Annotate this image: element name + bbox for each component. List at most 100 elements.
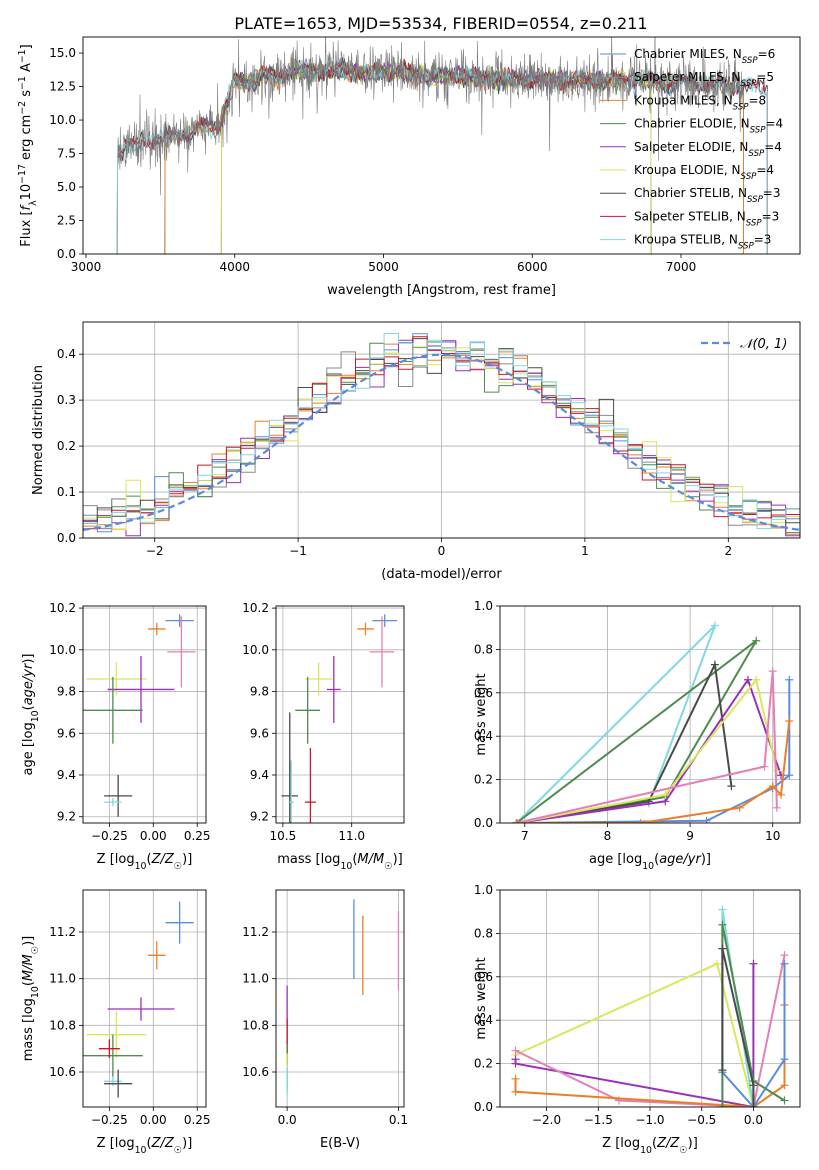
legend-entry: Kroupa MILES, NSSP=8 xyxy=(634,93,766,112)
x-tick-label: 10.5 xyxy=(270,829,297,843)
x-tick-label: 9 xyxy=(686,829,694,843)
legend-entry: Salpeter STELIB, NSSP=3 xyxy=(634,209,779,228)
weight-marker xyxy=(780,1096,789,1105)
weight-marker xyxy=(749,1103,758,1107)
panel-z-age: −0.25 0.00 0.25 9.2 9.4 9.6 9.8 10.0 10.2 Z [log1… xyxy=(21,601,211,871)
legend-entry: Kroupa STELIB, NSSP=3 xyxy=(634,233,771,252)
weight-marker xyxy=(752,675,761,684)
weight-marker xyxy=(780,959,789,968)
x-tick-label: 0.0 xyxy=(278,1113,297,1127)
y-tick-label: 0.6 xyxy=(474,970,493,984)
legend-entry: Kroupa ELODIE, NSSP=4 xyxy=(634,163,774,182)
plot-area xyxy=(500,890,800,1107)
plot-area xyxy=(83,322,800,538)
x-tick-label: 0 xyxy=(438,544,446,558)
x-tick-label: 7000 xyxy=(666,260,697,274)
y-tick-label: 10.0 xyxy=(242,643,269,657)
x-tick-label: 0.00 xyxy=(140,829,167,843)
x-tick-label: 7 xyxy=(521,829,529,843)
weight-marker xyxy=(702,816,711,823)
legend-entry: Salpeter ELODIE, NSSP=4 xyxy=(634,140,782,159)
weight-marker xyxy=(727,782,736,791)
y-tick-label: 10.0 xyxy=(49,643,76,657)
y-tick-label: 0.2 xyxy=(474,773,493,787)
axes-frame xyxy=(499,889,801,1108)
weight-marker xyxy=(743,675,752,684)
weight-marker xyxy=(511,1087,520,1096)
x-tick-label: 5000 xyxy=(368,260,399,274)
weight-line xyxy=(516,671,778,823)
weight-line xyxy=(514,963,755,1107)
y-axis-label: mass [log10(M/M☉)] xyxy=(21,936,41,1062)
y-tick-label: 0.3 xyxy=(57,393,76,407)
weight-marker xyxy=(760,762,769,771)
weight-line xyxy=(516,661,733,823)
y-tick-label: 7.5 xyxy=(57,147,76,161)
plot-area xyxy=(116,37,768,254)
weight-line xyxy=(721,948,755,1107)
x-axis-label: E(B-V) xyxy=(320,1136,360,1151)
x-tick-label: −2 xyxy=(146,544,164,558)
y-tick-label: 0.6 xyxy=(474,686,493,700)
plot-area xyxy=(500,606,800,823)
x-axis-label: Z [log10(Z/Z☉)] xyxy=(602,1136,698,1156)
legend-entry: Salpeter MILES, NSSP=5 xyxy=(634,70,774,89)
x-axis-label: (data-model)/error xyxy=(381,567,502,582)
legend-entry: Chabrier ELODIE, NSSP=4 xyxy=(634,117,783,136)
figure-title: PLATE=1653, MJD=53534, FIBERID=0554, z=0… xyxy=(234,14,647,33)
weight-marker xyxy=(780,951,789,960)
x-tick-label: 10 xyxy=(765,829,780,843)
axes-frame xyxy=(499,605,801,824)
weight-line xyxy=(516,677,782,823)
y-tick-label: 9.6 xyxy=(57,726,76,740)
weight-marker xyxy=(710,621,719,630)
plot-area xyxy=(83,890,206,1107)
x-tick-label: 0.1 xyxy=(389,1113,408,1127)
legend-entry: 𝒩(0, 1) xyxy=(740,337,787,352)
weight-marker xyxy=(718,944,727,953)
legend-entry: Chabrier STELIB, NSSP=3 xyxy=(634,186,781,205)
normal-curve xyxy=(83,353,800,531)
weight-marker xyxy=(636,819,645,823)
weight-marker xyxy=(785,675,794,684)
x-tick-label: 0.25 xyxy=(184,829,211,843)
y-tick-label: 1.0 xyxy=(474,599,493,613)
y-tick-label: 0.4 xyxy=(474,729,493,743)
x-tick-label: 11.0 xyxy=(338,829,365,843)
panel-z-weight: −2.0 −1.5 −1.0 −0.5 0.0 0.0 0.2 0.4 0.6 0.8 1.0 Z [… xyxy=(474,883,801,1156)
y-axis-label: mass weight xyxy=(474,673,489,755)
weight-marker xyxy=(752,636,761,645)
y-tick-label: 0.0 xyxy=(474,1100,493,1114)
weight-marker xyxy=(772,766,781,775)
legend: Chabrier MILES, NSSP=6 Salpeter MILES, NS… xyxy=(600,47,783,252)
y-axis-label: Flux [fλ10−17 erg cm−2 s−1 A−1] xyxy=(17,44,39,246)
weight-marker xyxy=(768,667,777,676)
x-tick-label: 8 xyxy=(604,829,612,843)
y-axis-label: Normed distribution xyxy=(31,365,46,495)
x-axis-label: mass [log10(M/M☉)] xyxy=(277,852,403,872)
y-tick-label: 0.2 xyxy=(474,1057,493,1071)
y-tick-label: 0.8 xyxy=(474,926,493,940)
y-tick-label: 0.0 xyxy=(57,531,76,545)
y-tick-label: 10.8 xyxy=(242,1018,269,1032)
y-tick-label: 9.8 xyxy=(250,685,269,699)
weight-marker xyxy=(785,717,794,726)
y-axis-label: mass weight xyxy=(474,957,489,1039)
y-tick-label: 1.0 xyxy=(474,883,493,897)
y-tick-label: 0.4 xyxy=(57,347,76,361)
x-tick-label: 1 xyxy=(581,544,589,558)
plot-area xyxy=(276,890,404,1107)
weight-line xyxy=(516,677,778,823)
x-tick-label: 4000 xyxy=(219,260,250,274)
x-tick-label: −2.0 xyxy=(532,1113,561,1127)
weight-marker xyxy=(718,920,727,929)
weight-marker xyxy=(512,819,521,823)
y-tick-label: 10.8 xyxy=(49,1018,76,1032)
y-tick-label: 0.0 xyxy=(57,247,76,261)
weight-marker xyxy=(511,1059,520,1068)
weight-marker xyxy=(718,905,727,914)
weight-marker xyxy=(661,790,670,799)
y-tick-label: 10.6 xyxy=(242,1065,269,1079)
x-tick-label: −1 xyxy=(289,544,307,558)
